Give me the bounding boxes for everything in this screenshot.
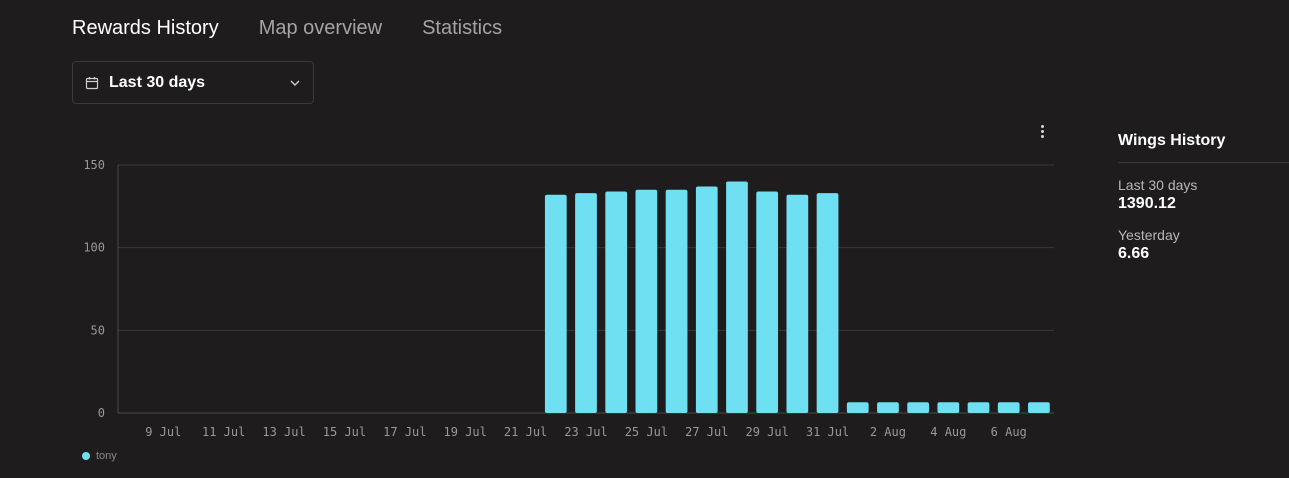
x-tick-label: 23 Jul [564,425,607,439]
x-tick-label: 9 Jul [145,425,181,439]
stat-last-30-days: Last 30 days 1390.12 [1118,177,1289,213]
kebab-dot [1040,134,1044,138]
kebab-dot [1040,124,1044,128]
x-tick-label: 29 Jul [745,425,788,439]
tab-bar: Rewards History Map overview Statistics [72,16,502,40]
y-tick-label: 0 [98,406,105,420]
calendar-icon [85,76,99,89]
x-tick-label: 25 Jul [625,425,668,439]
bar[interactable] [786,194,809,413]
bar[interactable] [665,189,688,413]
y-tick-label: 150 [83,158,105,172]
stat-label: Last 30 days [1118,177,1198,193]
bar[interactable] [937,402,960,413]
tab-map-overview[interactable]: Map overview [258,17,383,39]
x-tick-label: 6 Aug [991,425,1027,439]
y-tick-label: 50 [91,323,105,337]
date-range-select[interactable]: Last 30 days [72,61,314,104]
x-tick-label: 21 Jul [504,425,547,439]
kebab-dot [1040,129,1044,133]
bar[interactable] [756,191,779,413]
bar[interactable] [726,181,748,413]
chevron-down-icon [290,80,300,86]
bar[interactable] [967,402,990,413]
date-range-label: Last 30 days [109,73,206,91]
legend-swatch [82,452,90,460]
bar[interactable] [877,402,899,413]
x-tick-label: 13 Jul [262,425,305,439]
stat-label: Yesterday [1118,227,1180,243]
panel-title: Wings History [1118,132,1289,163]
bar[interactable] [997,402,1020,413]
x-tick-label: 31 Jul [806,425,849,439]
rewards-bar-chart: 0 50 100 150 9 Jul 11 Jul 13 Jul 15 Jul 17 Jul 19… [83,158,1054,439]
bar[interactable] [605,191,628,413]
tab-statistics[interactable]: Statistics [422,17,503,39]
bar[interactable] [1028,402,1050,413]
bar[interactable] [816,193,839,413]
stat-value: 6.66 [1118,245,1150,262]
x-tick-label: 17 Jul [383,425,426,439]
x-tick-label: 11 Jul [202,425,245,439]
y-tick-label: 100 [83,241,105,255]
chart-menu-button[interactable] [1034,122,1050,140]
bar[interactable] [575,193,597,413]
chart-legend: tony [82,450,117,462]
x-tick-label: 15 Jul [323,425,366,439]
x-tick-label: 27 Jul [685,425,728,439]
bar[interactable] [907,402,929,413]
tab-rewards-history[interactable]: Rewards History [72,17,219,39]
x-tick-label: 4 Aug [930,425,966,439]
stat-yesterday: Yesterday 6.66 [1118,227,1289,263]
wings-history-panel: Wings History Last 30 days 1390.12 Yeste… [1118,132,1289,263]
legend-label: tony [96,450,117,462]
x-tick-label: 19 Jul [444,425,487,439]
bar[interactable] [635,189,658,413]
x-tick-label: 2 Aug [870,425,906,439]
bar[interactable] [695,186,718,413]
bar[interactable] [544,194,567,413]
bar[interactable] [846,402,869,413]
stat-value: 1390.12 [1118,195,1176,212]
